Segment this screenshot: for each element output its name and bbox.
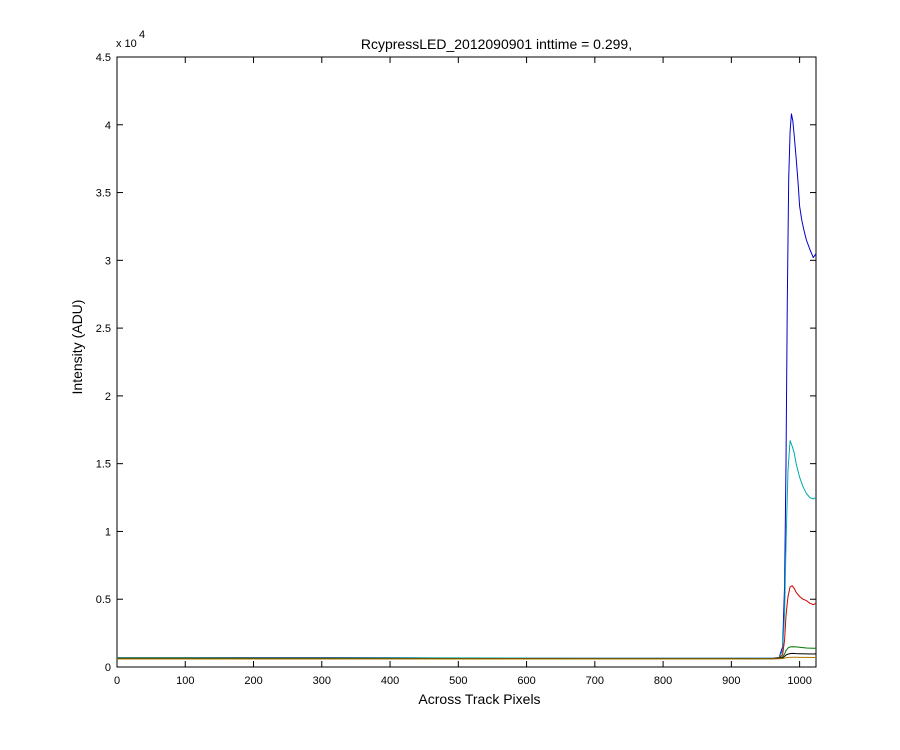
y-tick-label: 1 [105,526,111,538]
x-tick-label: 300 [313,675,331,687]
y-tick-label: 3 [105,255,111,267]
y-axis-label: Intensity (ADU) [69,300,85,395]
x-tick-label: 200 [244,675,262,687]
x-tick-label: 400 [381,675,399,687]
series-line-6 [117,656,816,660]
tick-layer: 0 100 200 300 400 500 600 700 800 900 1000 0 0.5 1 1.5… [96,52,816,687]
series-line-2 [117,440,817,659]
y-tick-label: 1.5 [96,459,111,471]
plot-area [116,56,817,668]
y-axis-exponent-power: 4 [139,29,145,41]
y-tick-label: 2 [105,391,111,403]
x-axis-label: Across Track Pixels [418,691,540,707]
y-tick-label: 0.5 [96,594,111,606]
x-tick-label: 500 [449,675,467,687]
chart-title: RcypressLED_2012090901 inttime = 0.299, [361,36,632,52]
y-tick-label: 2.5 [96,323,111,335]
y-tick-label: 4 [105,120,111,132]
y-tick-label: 3.5 [96,188,111,200]
x-tick-label: 1000 [787,675,811,687]
y-tick-label: 4.5 [96,52,111,64]
x-tick-label: 900 [722,675,740,687]
x-tick-label: 0 [114,675,120,687]
x-tick-label: 800 [654,675,672,687]
y-tick-label: 0 [105,662,111,674]
y-axis-exponent-base: x 10 [116,38,137,50]
series-layer [117,113,817,660]
x-tick-label: 600 [517,675,535,687]
x-tick-label: 700 [586,675,604,687]
x-tick-label: 100 [176,675,194,687]
